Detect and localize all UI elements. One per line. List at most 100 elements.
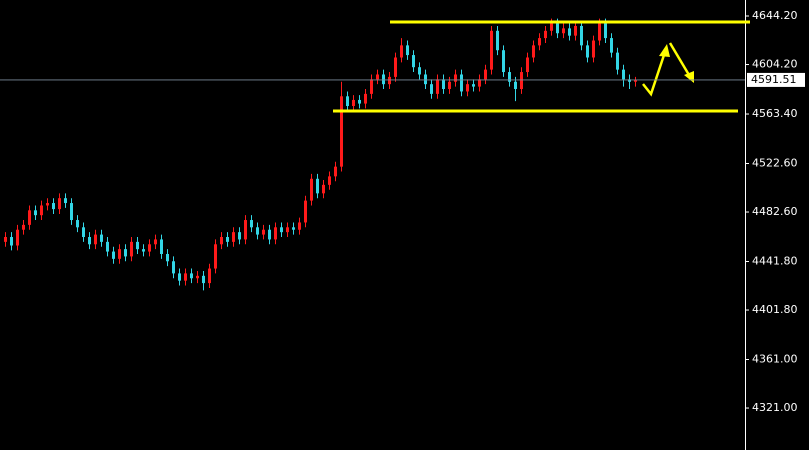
candle-body [322, 184, 325, 194]
candle-body [496, 30, 499, 51]
candle-body [442, 79, 445, 90]
candle-body [118, 249, 121, 259]
candle-body [292, 227, 295, 230]
candle-body [16, 229, 19, 246]
y-tick-label: 4482.60 [752, 205, 798, 218]
candle-body [220, 237, 223, 245]
y-tick-label: 4361.00 [752, 353, 798, 366]
candle-body [58, 198, 61, 210]
candle-body [634, 79, 637, 82]
candle-body [28, 210, 31, 225]
candle-body [280, 227, 283, 233]
candle-body [124, 249, 127, 257]
candle-body [166, 253, 169, 262]
y-tick-label: 4441.80 [752, 255, 798, 268]
candle-body [430, 84, 433, 94]
candle-body [148, 244, 151, 252]
candle-body [490, 30, 493, 70]
candle-body [556, 23, 559, 34]
candle-body [160, 239, 163, 254]
candle-body [10, 237, 13, 246]
candle-body [232, 232, 235, 242]
candle-body [64, 198, 67, 204]
candle-body [244, 220, 247, 240]
candle-body [154, 239, 157, 245]
candle-body [34, 210, 37, 216]
candle-body [112, 251, 115, 259]
candle-body [46, 203, 49, 206]
arrow-down [668, 42, 691, 76]
candle-body [448, 81, 451, 90]
candle-body [178, 273, 181, 281]
candle-body [562, 28, 565, 34]
candle-body [340, 96, 343, 167]
candle-body [106, 241, 109, 252]
candle-body [214, 244, 217, 269]
candle-body [4, 237, 7, 242]
candle-body [100, 234, 103, 242]
candle-body [424, 74, 427, 85]
candle-body [238, 232, 241, 240]
candle-body [484, 69, 487, 80]
candle-body [40, 205, 43, 216]
candle-body [520, 72, 523, 90]
candle-body [628, 79, 631, 82]
candle-body [382, 74, 385, 85]
last-price-box [747, 72, 805, 87]
candle-body [478, 79, 481, 87]
arrow-up [642, 51, 667, 97]
candle-body [622, 69, 625, 80]
candle-body [508, 72, 511, 82]
y-tick-label: 4401.80 [752, 303, 798, 316]
candle-body [22, 224, 25, 230]
candle-body [412, 55, 415, 68]
candle-body [346, 96, 349, 107]
candle-body [316, 178, 319, 194]
candle-body [544, 30, 547, 39]
candle-body [580, 25, 583, 46]
candle-body [376, 74, 379, 80]
last-price-label: 4591.51 [751, 73, 797, 86]
candle-body [616, 52, 619, 70]
candle-body [70, 203, 73, 221]
candle-body [286, 227, 289, 233]
candle-body [274, 227, 277, 240]
candle-body [592, 40, 595, 58]
candle-body [550, 23, 553, 31]
candle-body [418, 67, 421, 75]
candle-body [52, 203, 55, 210]
candle-body [82, 227, 85, 238]
candle-body [394, 57, 397, 77]
candle-body [328, 176, 331, 185]
candle-body [526, 57, 529, 73]
candle-body [460, 74, 463, 92]
candle-body [586, 45, 589, 58]
candle-body [298, 222, 301, 230]
y-tick-label: 4522.60 [752, 157, 798, 170]
candle-body [532, 45, 535, 58]
candle-body [172, 261, 175, 274]
candle-body [604, 23, 607, 39]
candle-body [358, 99, 361, 104]
arrowhead [659, 44, 670, 57]
y-tick-label: 4644.20 [752, 9, 798, 22]
candle-body [598, 23, 601, 41]
candle-body [310, 178, 313, 201]
candle-body [304, 200, 307, 223]
y-tick-label: 4321.00 [752, 401, 798, 414]
candle-body [352, 99, 355, 107]
candle-body [190, 273, 193, 279]
candle-body [94, 234, 97, 245]
candle-body [250, 220, 253, 228]
plot [4, 18, 637, 291]
y-tick-label: 4604.20 [752, 58, 798, 71]
candle-body [472, 84, 475, 87]
candle-body [436, 79, 439, 94]
candle-body [268, 229, 271, 240]
candle-body [262, 229, 265, 235]
candle-body [130, 241, 133, 257]
candle-body [364, 93, 367, 104]
